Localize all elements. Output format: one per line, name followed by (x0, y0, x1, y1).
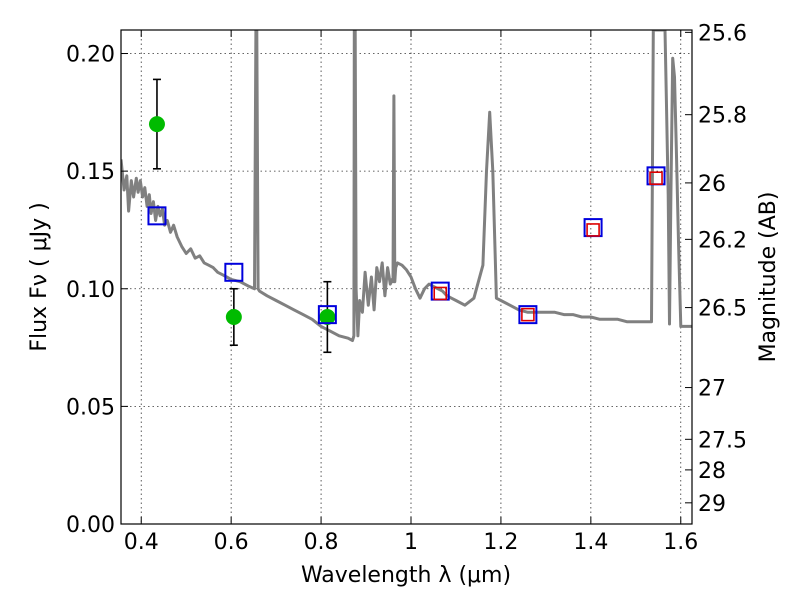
model-photometry-square (317, 305, 337, 325)
x-tick-label: 0.6 (214, 530, 249, 555)
x-tick-label: 1.2 (483, 530, 518, 555)
y-tick-label: 0.00 (66, 513, 115, 538)
x-tick-label: 1 (404, 530, 418, 555)
y-axis-label-left: Flux Fν ( μJy ) (27, 202, 52, 351)
axis-ticks: 0.4 0.6 0.8 1 1.2 1.4 1.6 0.00 0.05 0.10 0.15 0.20 2… (66, 21, 747, 555)
magnitude-tick-label: 28 (698, 459, 726, 484)
model-sed-line (121, 30, 692, 342)
x-tick-label: 0.8 (304, 530, 339, 555)
model-photometry-square (224, 262, 244, 282)
observed-point (319, 308, 336, 325)
model-photometry-square-red (433, 286, 448, 301)
y-tick-label: 0.20 (66, 43, 115, 68)
magnitude-tick-label: 26 (698, 172, 726, 197)
magnitude-tick-label: 27 (698, 377, 726, 402)
magnitude-tick-label: 25.8 (698, 104, 747, 129)
model-photometry-square (518, 305, 538, 325)
observed-point (148, 116, 165, 133)
model-photometry-square-red (586, 223, 600, 237)
x-axis-label: Wavelength λ (μm) (301, 563, 511, 588)
magnitude-tick-label: 29 (698, 492, 726, 517)
plot-frame (120, 29, 693, 525)
y-tick-label: 0.10 (66, 278, 115, 303)
x-tick-label: 1.4 (573, 530, 608, 555)
model-photometry-square-red (649, 171, 663, 185)
model-photometry-square-red (521, 307, 535, 322)
magnitude-tick-label: 25.6 (698, 21, 747, 46)
y-tick-label: 0.05 (66, 395, 115, 420)
model-photometry-square (147, 206, 167, 226)
magnitude-tick-label: 27.5 (698, 428, 747, 453)
y-axis-label-right: Magnitude (AB) (756, 192, 781, 363)
magnitude-tick-label: 26.5 (698, 297, 747, 322)
x-tick-label: 1.6 (663, 530, 698, 555)
x-tick-label: 0.4 (124, 530, 159, 555)
observed-point (225, 308, 242, 325)
y-tick-label: 0.15 (66, 160, 115, 185)
magnitude-tick-label: 26.2 (698, 228, 747, 253)
plot-area (121, 30, 692, 354)
